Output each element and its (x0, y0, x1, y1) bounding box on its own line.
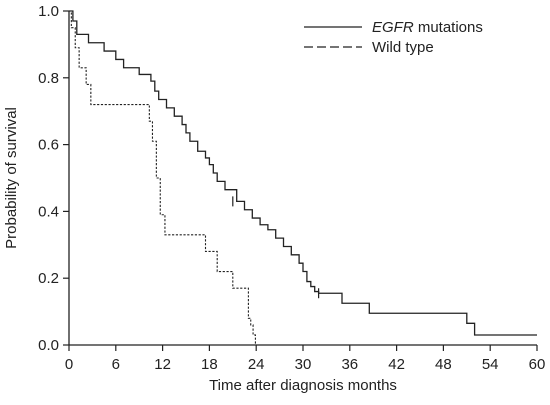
series-layer (69, 10, 537, 345)
legend: EGFR mutations Wild type (304, 19, 483, 56)
x-axis-title: Time after diagnosis months (209, 377, 397, 394)
axes: 0 6 12 18 24 30 36 42 48 54 60 0.0 0.2 0.4 0.6 0.8 1.0 (38, 3, 545, 373)
x-tick-label: 36 (341, 356, 358, 373)
x-tick-label: 0 (65, 356, 73, 373)
x-tick-label: 60 (529, 356, 546, 373)
legend-label: Wild type (372, 39, 434, 56)
y-tick-label: 0.8 (38, 70, 59, 87)
x-tick-label: 12 (154, 356, 171, 373)
series-line-egfr-mutations (69, 10, 537, 336)
y-tick-label: 0.0 (38, 337, 59, 354)
x-tick-label: 48 (435, 356, 452, 373)
x-tick-label: 24 (248, 356, 265, 373)
x-tick-label: 30 (295, 356, 312, 373)
y-tick-label: 0.6 (38, 137, 59, 154)
x-tick-label: 18 (201, 356, 218, 373)
x-tick-label: 54 (482, 356, 499, 373)
y-axis-title: Probability of survival (3, 107, 20, 249)
x-tick-label: 6 (112, 356, 120, 373)
series-line-wild-type (69, 10, 256, 345)
y-tick-label: 0.4 (38, 203, 59, 220)
x-tick-label: 42 (388, 356, 405, 373)
legend-label: EGFR mutations (372, 19, 483, 36)
y-tick-label: 1.0 (38, 3, 59, 20)
y-tick-label: 0.2 (38, 270, 59, 287)
